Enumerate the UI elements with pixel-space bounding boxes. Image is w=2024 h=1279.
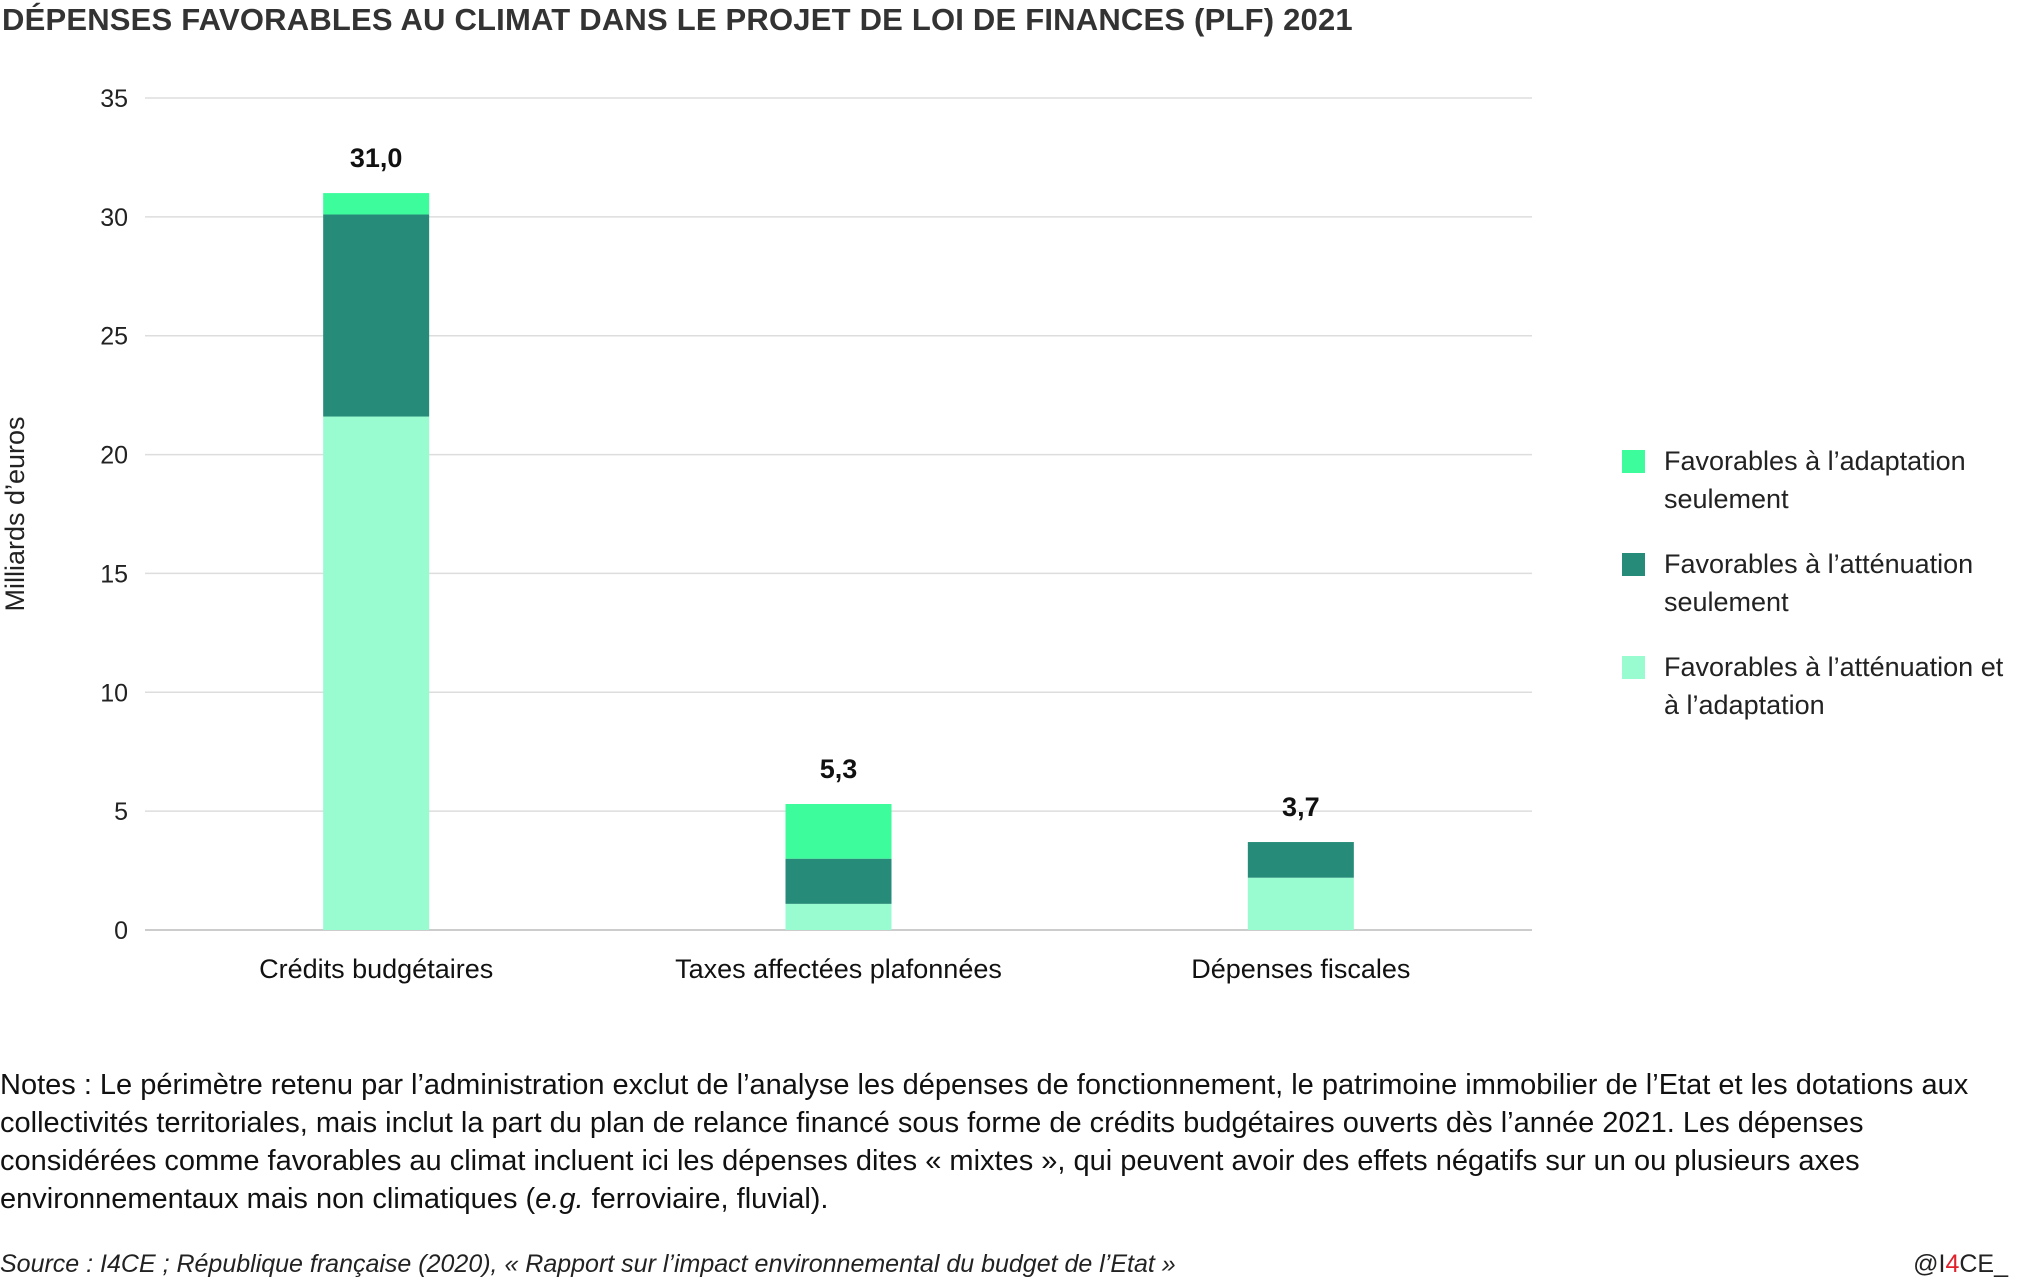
y-tick-label: 35 [100, 85, 128, 113]
y-tick-label: 20 [100, 442, 128, 470]
y-tick-label: 5 [114, 798, 128, 826]
notes-text-end: ferroviaire, fluvial). [583, 1183, 829, 1215]
handle-four: 4 [1945, 1250, 1960, 1278]
legend-swatch [1622, 553, 1645, 576]
legend-swatch [1622, 450, 1645, 473]
total-label: 5,3 [820, 754, 858, 784]
y-tick-label: 25 [100, 323, 128, 351]
legend-label: Favorables à l’adaptation seulement [1664, 446, 1966, 514]
legend: Favorables à l’adaptation seulement Favo… [1622, 442, 2024, 751]
source: Source : I4CE ; République française (20… [0, 1250, 1176, 1278]
legend-label: Favorables à l’atténuation et à l’adapta… [1664, 652, 2004, 720]
y-tick-label: 30 [100, 204, 128, 232]
legend-item-adaptation: Favorables à l’adaptation seulement [1622, 442, 2024, 518]
handle-suffix: CE_ [1959, 1250, 2008, 1278]
y-tick-label: 10 [100, 679, 128, 707]
handle-prefix: @I [1913, 1250, 1946, 1278]
bar-segment [1247, 842, 1354, 878]
notes-italic: e.g. [535, 1183, 584, 1215]
legend-label: Favorables à l’atténuation seulement [1664, 549, 1974, 617]
chart-title: DÉPENSES FAVORABLES AU CLIMAT DANS LE PR… [2, 2, 1353, 37]
y-axis-label: Milliards d’euros [0, 416, 30, 611]
bar-segment [785, 804, 892, 859]
bar-segment [785, 858, 892, 904]
y-tick-label: 15 [100, 560, 128, 588]
x-tick-label: Crédits budgétaires [259, 954, 493, 984]
bar-segment [323, 214, 430, 417]
legend-item-both: Favorables à l’atténuation et à l’adapta… [1622, 648, 2024, 724]
legend-item-attenuation: Favorables à l’atténuation seulement [1622, 545, 2024, 621]
total-label: 31,0 [350, 143, 403, 173]
notes: Notes : Le périmètre retenu par l’admini… [0, 1066, 2024, 1218]
bar-segment [323, 416, 430, 931]
bar-segment [323, 193, 430, 215]
total-label: 3,7 [1282, 792, 1320, 822]
i4ce-handle: @I4CE_ [1913, 1250, 2008, 1279]
notes-text: Notes : Le périmètre retenu par l’admini… [0, 1069, 1969, 1215]
stacked-bar-chart: 0 5 10 15 20 25 30 35 Milliards d’euros 31,0 Crédi… [0, 85, 1532, 984]
y-tick-label: 0 [114, 917, 128, 945]
bar-segment [1247, 877, 1354, 930]
x-tick-label: Dépenses fiscales [1191, 954, 1410, 984]
legend-swatch [1622, 656, 1645, 679]
bar-segment [785, 903, 892, 930]
x-tick-label: Taxes affectées plafonnées [675, 954, 1002, 984]
